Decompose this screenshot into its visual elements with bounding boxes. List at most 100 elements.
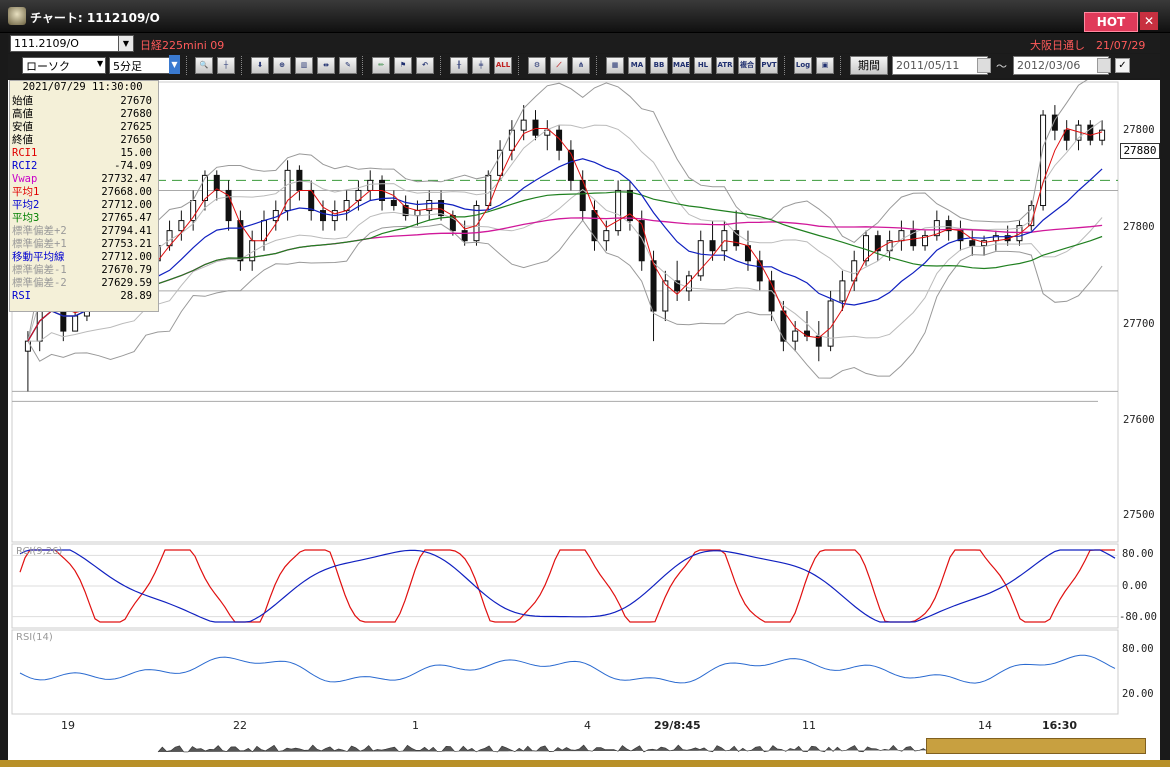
info-row: RSI 28.89 [10,290,155,303]
candle-body [402,205,409,217]
trend-icon[interactable]: ⟋ [550,57,568,74]
info-key: RCI1 [12,147,38,159]
settings-icon[interactable]: ⚙ [528,57,546,74]
info-key: 平均2 [12,199,40,211]
mae-button[interactable]: MAE [672,57,690,74]
zoom-icon[interactable]: 🔍 [195,57,213,74]
hl-button[interactable]: HL [694,57,712,74]
interval-select[interactable]: 5分足 [109,57,179,74]
time-axis-label: 19 [61,719,75,732]
chart-1-icon[interactable]: ▦ [606,57,624,74]
chart-type-select[interactable]: ローソク [22,57,106,74]
info-row: 標準偏差-1 27670.79 [10,264,155,277]
price-axis-label: 27700 [1123,318,1155,330]
pvt-button[interactable]: PVT [760,57,778,74]
pencil-icon[interactable]: ✏ [372,57,390,74]
info-key: 安値 [12,121,33,133]
cursor-icon[interactable]: ┼ [217,57,235,74]
info-row: 終値 27650 [10,134,155,147]
symbol-input[interactable]: 111.2109/O [10,35,121,52]
info-value: 27650 [120,134,152,146]
candle-a-icon[interactable]: ╫ [450,57,468,74]
time-axis-label: 1 [412,719,419,732]
date-to-input[interactable]: 2012/03/06 [1013,56,1109,75]
period-button[interactable]: 期間 [850,56,888,75]
panel-icon[interactable]: ▣ [816,57,834,74]
flag-icon[interactable]: ⚑ [394,57,412,74]
toolbar-separator [362,56,365,75]
candle-body [367,179,374,191]
candle-body [72,315,79,332]
toolbar-separator [596,56,599,75]
zoom-fit-icon[interactable]: ⊕ [273,57,291,74]
candle-b-icon[interactable]: ╪ [472,57,490,74]
rci-axis-label: 80.00 [1122,548,1154,560]
info-row: 標準偏差+1 27753.21 [10,238,155,251]
main-panel-frame [11,81,1119,543]
info-key: 平均1 [12,186,40,198]
bar-move-icon[interactable]: ▥ [295,57,313,74]
candle-body [1099,129,1106,141]
info-value: 27670.79 [101,264,152,276]
arrow-down-icon[interactable]: ⬇ [251,57,269,74]
range-tilde: 〜 [996,60,1007,73]
bb-button[interactable]: BB [650,57,668,74]
info-row: 始値 27670 [10,95,155,108]
chevron-down-icon[interactable]: ▼ [118,35,134,52]
calendar-icon[interactable] [977,58,991,73]
tick-icon[interactable]: ⇹ [317,57,335,74]
time-axis-label: 16:30 [1042,719,1078,732]
time-axis-label: 29/8:45 [654,719,701,732]
price-axis-label: 27800 [1123,221,1155,233]
candle-body [414,210,421,217]
price-axis-label: 27600 [1123,414,1155,426]
multi-button[interactable]: 複合 [738,57,756,74]
close-icon[interactable]: ✕ [1140,12,1158,30]
undo-icon[interactable]: ↶ [416,57,434,74]
price-axis-label: 27800 [1123,124,1155,136]
redraw-icon[interactable]: ✎ [339,57,357,74]
info-value: 27732.47 [101,173,152,185]
rsi-title: RSI(14) [16,632,53,643]
chart-area[interactable] [8,71,1160,760]
candle-body [426,200,433,212]
rci1-line [19,549,1115,623]
log-button[interactable]: Log [794,57,812,74]
info-key: 標準偏差+2 [12,225,67,237]
ohlc-info-panel: 2021/07/29 11:30:00 始値 27670 高値 27680 安値 2762… [9,80,159,312]
scroll-thumb[interactable] [926,738,1146,754]
magnet-icon[interactable]: ⋔ [572,57,590,74]
info-value: 15.00 [120,147,152,159]
title-bar[interactable]: チャート: 1112109/O HOT ✕ [0,0,1170,33]
candle-body [237,220,244,262]
info-row: RCI1 15.00 [10,147,155,160]
info-key: 始値 [12,95,33,107]
info-key: 標準偏差-2 [12,277,67,289]
all-button[interactable]: ALL [494,57,512,74]
candle-body [390,200,397,207]
candle-body [556,129,563,151]
info-row: 平均1 27668.00 [10,186,155,199]
candle-body [945,220,952,232]
candle-body [638,220,645,262]
atr-button[interactable]: ATR [716,57,734,74]
chevron-down-icon[interactable]: ▼ [169,55,180,74]
toolbar-separator [440,56,443,75]
candle-body [874,235,881,252]
info-value: 27765.47 [101,212,152,224]
candle-body [296,169,303,191]
date-from-input[interactable]: 2011/05/11 [892,56,988,75]
rci-axis-label: -80.00 [1119,611,1157,623]
chevron-down-icon[interactable]: ▼ [97,59,104,68]
hot-button[interactable]: HOT [1084,12,1138,32]
info-row: 平均2 27712.00 [10,199,155,212]
info-row: 移動平均線 27712.00 [10,251,155,264]
candle-body [532,119,539,136]
candle-body [827,300,834,347]
candle-body [201,174,208,201]
checkbox[interactable]: ✓ [1115,58,1130,73]
ma-button[interactable]: MA [628,57,646,74]
candle-body [567,149,574,181]
calendar-icon[interactable] [1097,58,1111,73]
candlestick-chart[interactable] [8,71,1160,760]
